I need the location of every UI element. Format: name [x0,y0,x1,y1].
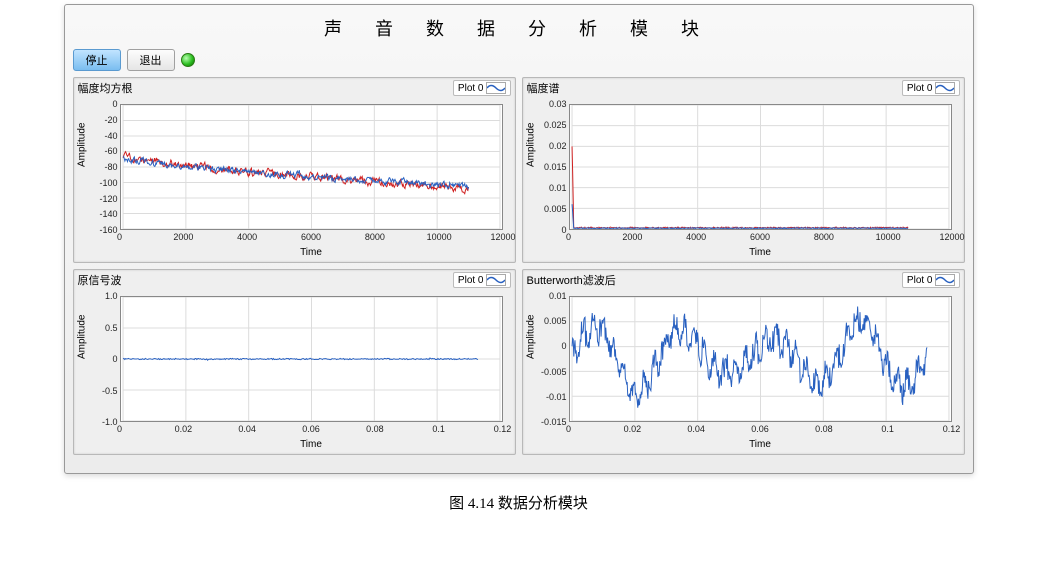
x-axis-label: Time [749,247,771,258]
y-tick: -0.01 [546,392,567,402]
chart-title: 原信号波 [78,272,122,288]
y-tick: 0.005 [544,316,567,326]
series-raw-blue [123,358,478,360]
x-tick: 0 [557,232,581,242]
plot-legend-button[interactable]: Plot 0 [453,80,511,96]
series-rms-blue [123,156,469,188]
y-tick: 1.0 [105,291,118,301]
y-axis-label: Amplitude [525,315,536,359]
chart-filtered: Butterworth滤波后 Plot 0 Amplitude Time -0.01… [522,269,965,455]
chart-title: Butterworth滤波后 [527,272,616,288]
y-tick: 0.01 [549,291,567,301]
chart-title: 幅度均方根 [78,80,133,96]
plot-legend-swatch [486,82,506,94]
app-panel: 声 音 数 据 分 析 模 块 停止 退出 幅度均方根 Plot 0 Ampli… [64,4,974,474]
x-tick: 8000 [363,232,387,242]
y-tick: 0.03 [549,99,567,109]
plot-legend-label: Plot 0 [907,275,933,286]
y-tick: -0.5 [102,386,118,396]
plot-svg [120,296,503,422]
x-tick: 12000 [491,232,515,242]
y-tick: 0.5 [105,323,118,333]
plot-legend-button[interactable]: Plot 0 [453,272,511,288]
x-tick: 0.04 [684,424,708,434]
plot-legend-button[interactable]: Plot 0 [902,272,960,288]
x-tick: 0.1 [876,424,900,434]
y-axis-label: Amplitude [76,123,87,167]
y-tick: 0 [112,354,117,364]
y-tick: 0.025 [544,120,567,130]
y-tick: -0.005 [541,367,567,377]
x-tick: 8000 [812,232,836,242]
stop-button[interactable]: 停止 [73,49,121,71]
y-tick: -40 [104,131,117,141]
y-tick: -100 [99,178,117,188]
plot-legend-swatch [935,274,955,286]
series-rms-red [123,152,469,194]
plot-area: AmplitudeTime-160-140-120-100-80-60-40-2… [78,98,511,258]
x-tick: 12000 [940,232,964,242]
x-tick: 0.12 [940,424,964,434]
x-tick: 2000 [620,232,644,242]
y-tick: 0.005 [544,204,567,214]
toolbar: 停止 退出 [65,49,973,77]
x-tick: 0 [108,232,132,242]
x-tick: 0.06 [748,424,772,434]
plot-legend-label: Plot 0 [458,83,484,94]
x-tick: 0.08 [812,424,836,434]
x-tick: 0.02 [171,424,195,434]
exit-button[interactable]: 退出 [127,49,175,71]
x-tick: 10000 [427,232,451,242]
x-tick: 0.04 [235,424,259,434]
y-tick: 0.01 [549,183,567,193]
x-tick: 4000 [684,232,708,242]
chart-spectrum: 幅度谱 Plot 0 Amplitude Time 0 0.005 0.01 0.015 0… [522,77,965,263]
x-tick: 0 [108,424,132,434]
x-axis-label: Time [300,439,322,450]
x-tick: 0 [557,424,581,434]
x-axis-label: Time [300,247,322,258]
plot-legend-swatch [486,274,506,286]
charts-grid: 幅度均方根 Plot 0 AmplitudeTime-160-140-120-1… [65,77,973,463]
y-tick: 0.015 [544,162,567,172]
x-tick: 4000 [235,232,259,242]
plot-legend-label: Plot 0 [458,275,484,286]
plot-svg [569,296,952,422]
plot-area: Amplitude Time 0 0.005 0.01 0.015 0.02 0.025 0.0… [527,98,960,258]
y-tick: -60 [104,146,117,156]
x-tick: 0.1 [427,424,451,434]
status-led [181,53,195,67]
plot-svg [569,104,952,230]
y-tick: -120 [99,194,117,204]
x-tick: 10000 [876,232,900,242]
plot-legend-swatch [935,82,955,94]
x-tick: 0.12 [491,424,515,434]
plot-svg [120,104,503,230]
x-tick: 0.02 [620,424,644,434]
x-axis-label: Time [749,439,771,450]
y-tick: 0.02 [549,141,567,151]
plot-area: AmplitudeTime-1.0-0.500.51.000.020.040.0… [78,290,511,450]
y-tick: 0 [112,99,117,109]
x-tick: 2000 [171,232,195,242]
chart-title: 幅度谱 [527,80,560,96]
chart-rms: 幅度均方根 Plot 0 AmplitudeTime-160-140-120-1… [73,77,516,263]
plot-legend-label: Plot 0 [907,83,933,94]
x-tick: 6000 [299,232,323,242]
x-tick: 0.08 [363,424,387,434]
y-tick: 0 [561,341,566,351]
x-tick: 0.06 [299,424,323,434]
figure-caption: 图 4.14 数据分析模块 [4,492,1033,513]
y-tick: -20 [104,115,117,125]
chart-raw: 原信号波 Plot 0 AmplitudeTime-1.0-0.500.51.0… [73,269,516,455]
app-title: 声 音 数 据 分 析 模 块 [65,5,973,49]
y-axis-label: Amplitude [76,315,87,359]
plot-area: AmplitudeTime-0.015-0.01-0.00500.0050.01… [527,290,960,450]
plot-legend-button[interactable]: Plot 0 [902,80,960,96]
y-axis-label: Amplitude [525,123,536,167]
x-tick: 6000 [748,232,772,242]
y-tick: -140 [99,209,117,219]
y-tick: -80 [104,162,117,172]
